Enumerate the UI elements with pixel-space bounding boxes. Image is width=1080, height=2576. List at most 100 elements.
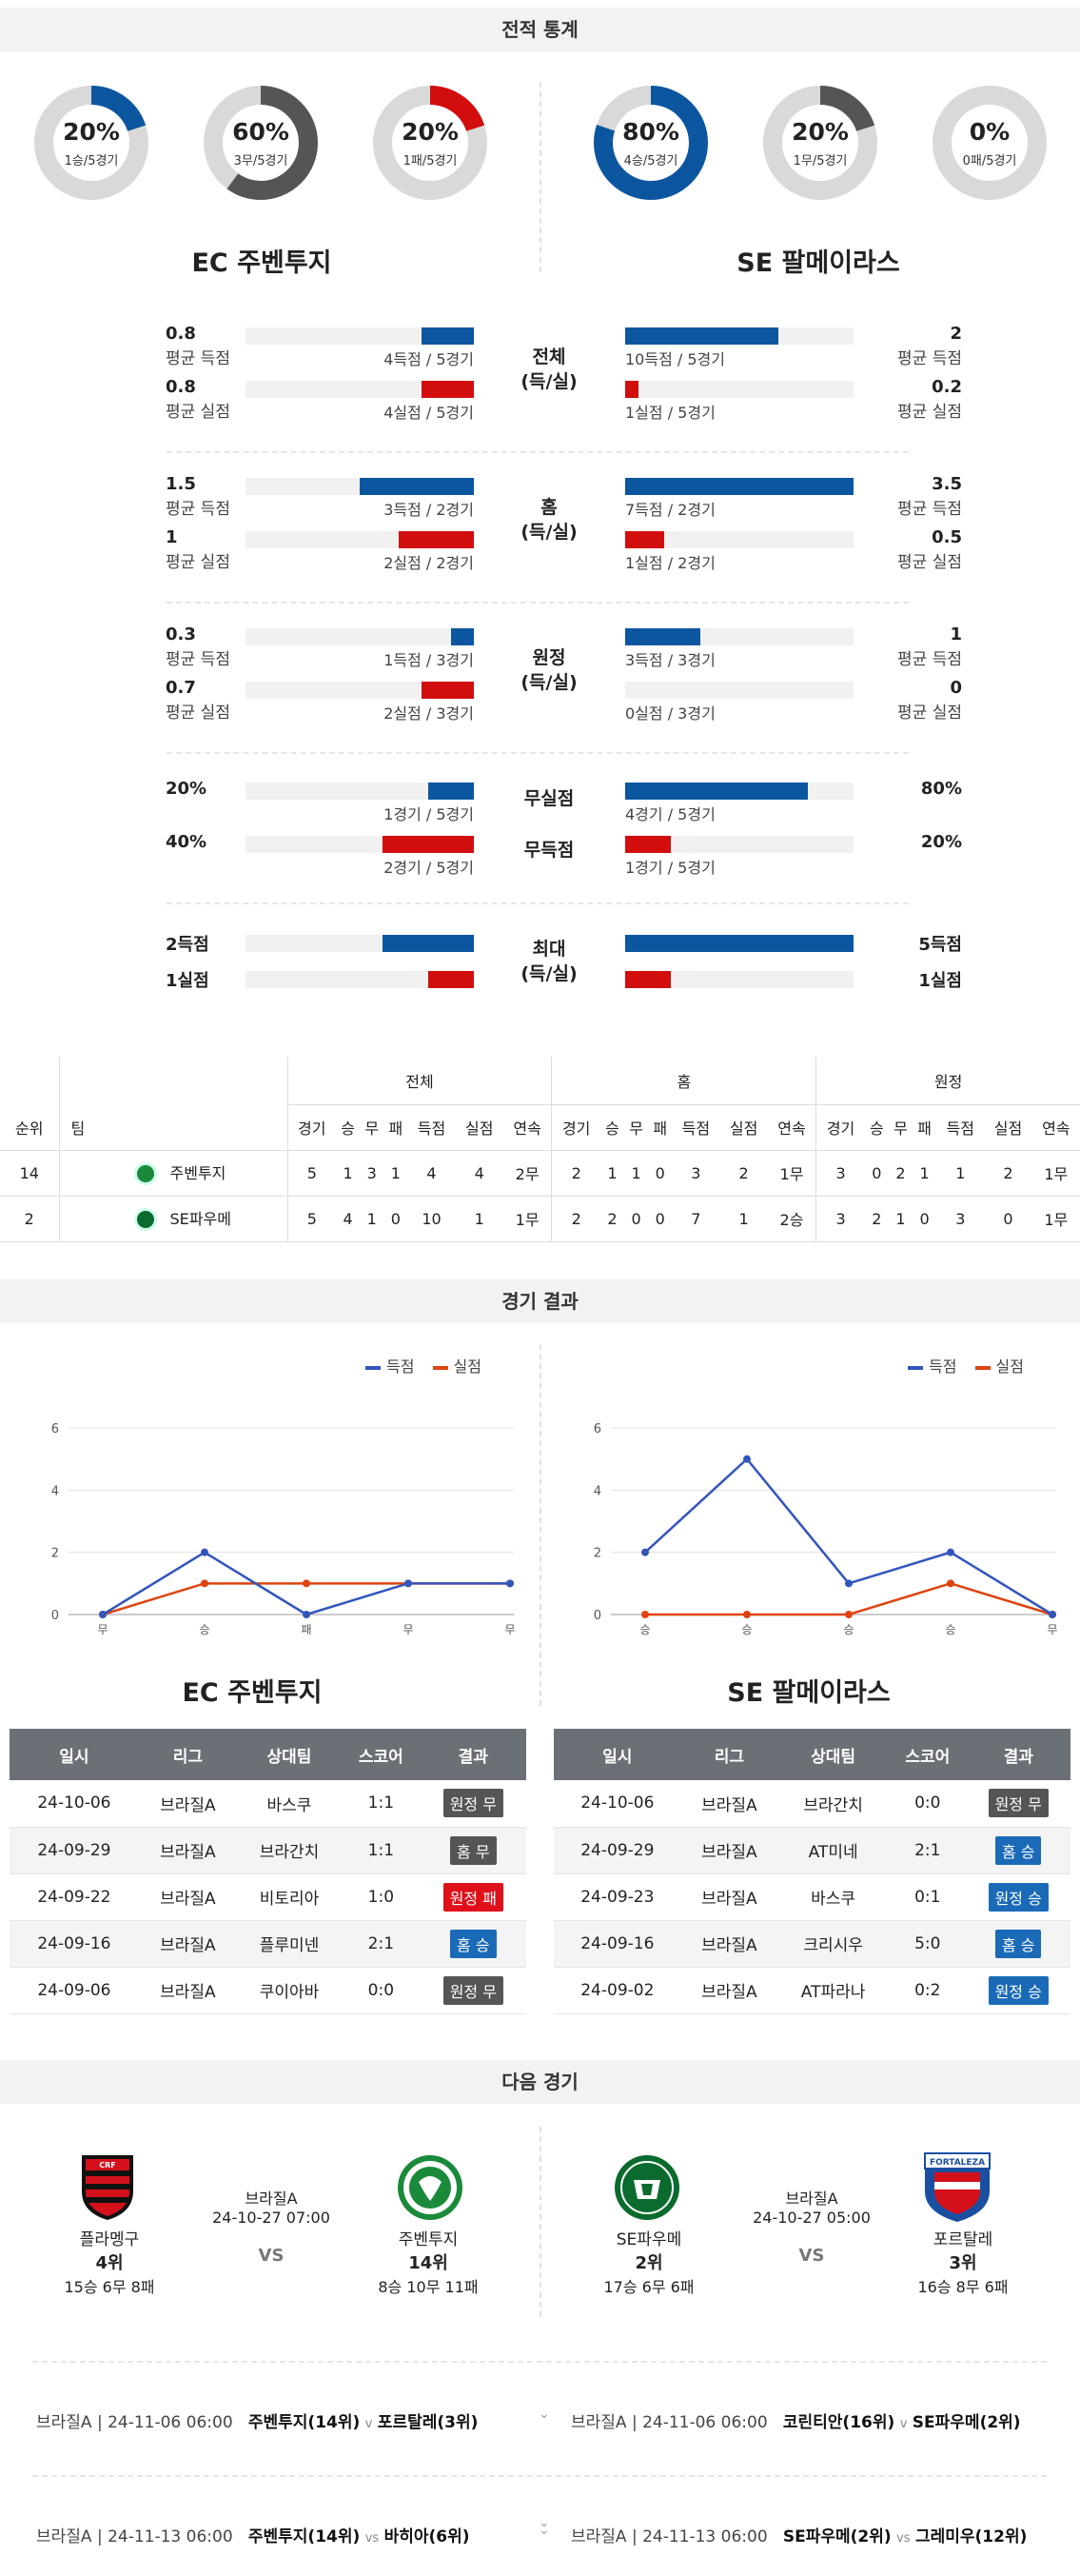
- standings-col-header: 승: [336, 1104, 361, 1151]
- result-badge: 원정 승: [988, 1975, 1049, 2005]
- upcoming-row-a2[interactable]: 브라질A | 24-11-13 06:00 주벤투지(14위) vs 바히아(6…: [36, 2523, 470, 2546]
- team-b-results-table: 일시 리그 상대팀 스코어 결과 24-10-06 브라질A 브라간치 0:0 원정 무 24-09…: [554, 1729, 1070, 2014]
- team-b-stat-value: 3.5: [932, 474, 962, 494]
- team-b-stat-label: 평균 실점: [897, 553, 962, 572]
- next1-league: 브라질A: [245, 2190, 298, 2208]
- team-rank: 14: [0, 1150, 59, 1197]
- standings-col-header: 득점: [407, 1104, 456, 1151]
- team-a-stat-value: 1: [166, 527, 178, 547]
- team-b-bar-caption: 3득점 / 3경기: [625, 651, 716, 669]
- next1-away-name: 주벤투지: [398, 2230, 459, 2249]
- result-badge: 홈 승: [994, 1835, 1042, 1865]
- team-a-stat-value: 40%: [166, 832, 207, 852]
- standings-cell: 3: [815, 1196, 865, 1242]
- next1-datetime: 24-10-27 07:00: [212, 2209, 330, 2227]
- chart-x-tick: 무: [97, 1623, 108, 1636]
- upcoming-vs: vs: [364, 2531, 380, 2546]
- next2-away-record: 16승 8무 6패: [917, 2278, 1009, 2296]
- donut-chart: 0% 0패/5경기: [931, 84, 1049, 202]
- team-a-stat-bar: [383, 836, 474, 853]
- upcoming-row-b1[interactable]: 브라질A | 24-11-06 06:00 코린티안(16위) v SE파우메(…: [571, 2408, 1021, 2432]
- result-opp: AT파라나: [777, 1967, 890, 2014]
- chart-point: [641, 1611, 649, 1618]
- result-score: 2:1: [342, 1920, 421, 1968]
- result-opp: 쿠이아바: [236, 1967, 343, 2014]
- result-row[interactable]: 24-09-23 브라질A 바스쿠 0:1 원정 승: [554, 1873, 1070, 1921]
- result-row[interactable]: 24-10-06 브라질A 브라간치 0:0 원정 무: [554, 1780, 1070, 1828]
- no-score-label: 무득점: [523, 840, 575, 861]
- standings-cell: 2: [864, 1196, 889, 1242]
- standings-col-header: 연속: [1031, 1104, 1080, 1151]
- donut-chart: 20% 1무/5경기: [761, 84, 879, 202]
- donut-percent: 0%: [969, 118, 1011, 146]
- stat-group-label: 홈 (득/실): [520, 497, 578, 543]
- result-row[interactable]: 24-10-06 브라질A 바스쿠 1:1 원정 무: [10, 1780, 526, 1828]
- standings-row[interactable]: 14 주벤투지 5 1 3 1 4 4 2무 2 1 1 0 3 2 1무 3 0 2 1 1 2 1무: [0, 1150, 1080, 1197]
- standings-row[interactable]: 2 SE파우메 5 4 1 0 10 1 1무 2 2 0 0 7 1 2승 3 2 1 0 3 0 1무: [0, 1196, 1080, 1242]
- result-row[interactable]: 24-09-02 브라질A AT파라나 0:2 원정 승: [554, 1967, 1070, 2014]
- team-a-bar-caption: 1득점 / 3경기: [383, 651, 474, 669]
- team-a-stat-bar: [421, 381, 474, 398]
- team-cell[interactable]: 주벤투지: [58, 1150, 287, 1197]
- next2-datetime: 24-10-27 05:00: [753, 2209, 871, 2227]
- team-b-stat-value: 0.5: [932, 527, 962, 547]
- upcoming-row-a1[interactable]: 브라질A | 24-11-06 06:00 주벤투지(14위) v 포르탈레(3…: [36, 2408, 478, 2432]
- upcoming-vs: v: [899, 2417, 908, 2431]
- result-opp: 바스쿠: [236, 1780, 343, 1828]
- result-score: 5:0: [889, 1920, 967, 1968]
- team-cell[interactable]: SE파우메: [58, 1196, 287, 1242]
- donut-caption: 4승/5경기: [623, 154, 678, 168]
- standings-cell: 2: [551, 1196, 600, 1242]
- team-b-stat-bar: [625, 836, 671, 853]
- result-score: 0:0: [889, 1780, 967, 1828]
- next2-away-rank: 3위: [949, 2253, 977, 2273]
- result-row[interactable]: 24-09-29 브라질A 브라간치 1:1 홈 무: [10, 1827, 526, 1874]
- next1-home-rank: 4위: [95, 2253, 124, 2273]
- chart-x-tick: 무: [1047, 1623, 1057, 1636]
- results-col-header: 일시: [10, 1729, 139, 1780]
- result-row[interactable]: 24-09-16 브라질A 크리시우 5:0 홈 승: [554, 1920, 1070, 1968]
- upcoming-row-b2[interactable]: 브라질A | 24-11-13 06:00 SE파우메(2위) vs 그레미우(…: [571, 2523, 1027, 2546]
- standings-col-header: 연속: [767, 1104, 816, 1151]
- result-score: 0:2: [889, 1967, 967, 2014]
- chevron-double-down-icon[interactable]: ⌄ ⌄: [539, 2515, 550, 2538]
- upcoming-away: 그레미우(12위): [914, 2527, 1028, 2546]
- chart-point: [404, 1579, 412, 1588]
- result-date: 24-09-29: [554, 1827, 681, 1874]
- standings-cell: 1무: [1031, 1196, 1080, 1242]
- result-row[interactable]: 24-09-22 브라질A 비토리아 1:0 원정 패: [10, 1873, 526, 1921]
- upcoming-home: 코린티안(16위): [782, 2413, 895, 2432]
- team-a-bar-caption: 4실점 / 5경기: [383, 404, 474, 422]
- results-col-header: 스코어: [889, 1729, 967, 1780]
- team-b-stat-bar: [625, 935, 854, 952]
- result-row[interactable]: 24-09-16 브라질A 플루미넨 2:1 홈 승: [10, 1920, 526, 1968]
- standings-col-header: 무: [360, 1104, 384, 1151]
- team-b-stat-label: 평균 득점: [897, 650, 962, 669]
- legend-conceded: 실점: [995, 1357, 1024, 1376]
- result-opp: 바스쿠: [777, 1873, 890, 1921]
- upcoming-away: 바히아(6위): [383, 2527, 470, 2546]
- stats-section-header: 전적 통계: [0, 8, 1080, 51]
- standings-cell: 0: [864, 1150, 889, 1197]
- result-badge: 홈 승: [450, 1929, 497, 1958]
- donut-chart: 60% 3무/5경기: [202, 84, 320, 202]
- standings-cell: 2: [888, 1150, 913, 1197]
- max-stat-label: 최대 (득/실): [520, 939, 578, 984]
- result-row[interactable]: 24-09-29 브라질A AT미네 2:1 홈 승: [554, 1827, 1070, 1874]
- team-a-stat-bar: [421, 682, 474, 699]
- chevron-down-icon[interactable]: ⌄: [539, 2407, 550, 2422]
- team-a-bar-caption: 2실점 / 2경기: [383, 554, 474, 572]
- result-badge: 원정 패: [442, 1882, 503, 1912]
- result-row[interactable]: 24-09-06 브라질A 쿠이아바 0:0 원정 무: [10, 1967, 526, 2014]
- upcoming-away: SE파우메(2위): [912, 2413, 1021, 2432]
- result-opp: AT미네: [777, 1827, 890, 1874]
- standings-cell: 0: [984, 1196, 1032, 1242]
- chart-point: [947, 1579, 954, 1588]
- chart-y-tick: 2: [51, 1547, 59, 1561]
- donut-caption: 3무/5경기: [233, 154, 288, 168]
- next1-away-rank: 14위: [408, 2253, 448, 2273]
- team-b-name: SE 팔메이라스: [736, 248, 900, 278]
- team-b-bar-caption: 7득점 / 2경기: [625, 501, 716, 519]
- standings-cell: 0: [383, 1196, 408, 1242]
- result-score: 1:0: [342, 1873, 421, 1921]
